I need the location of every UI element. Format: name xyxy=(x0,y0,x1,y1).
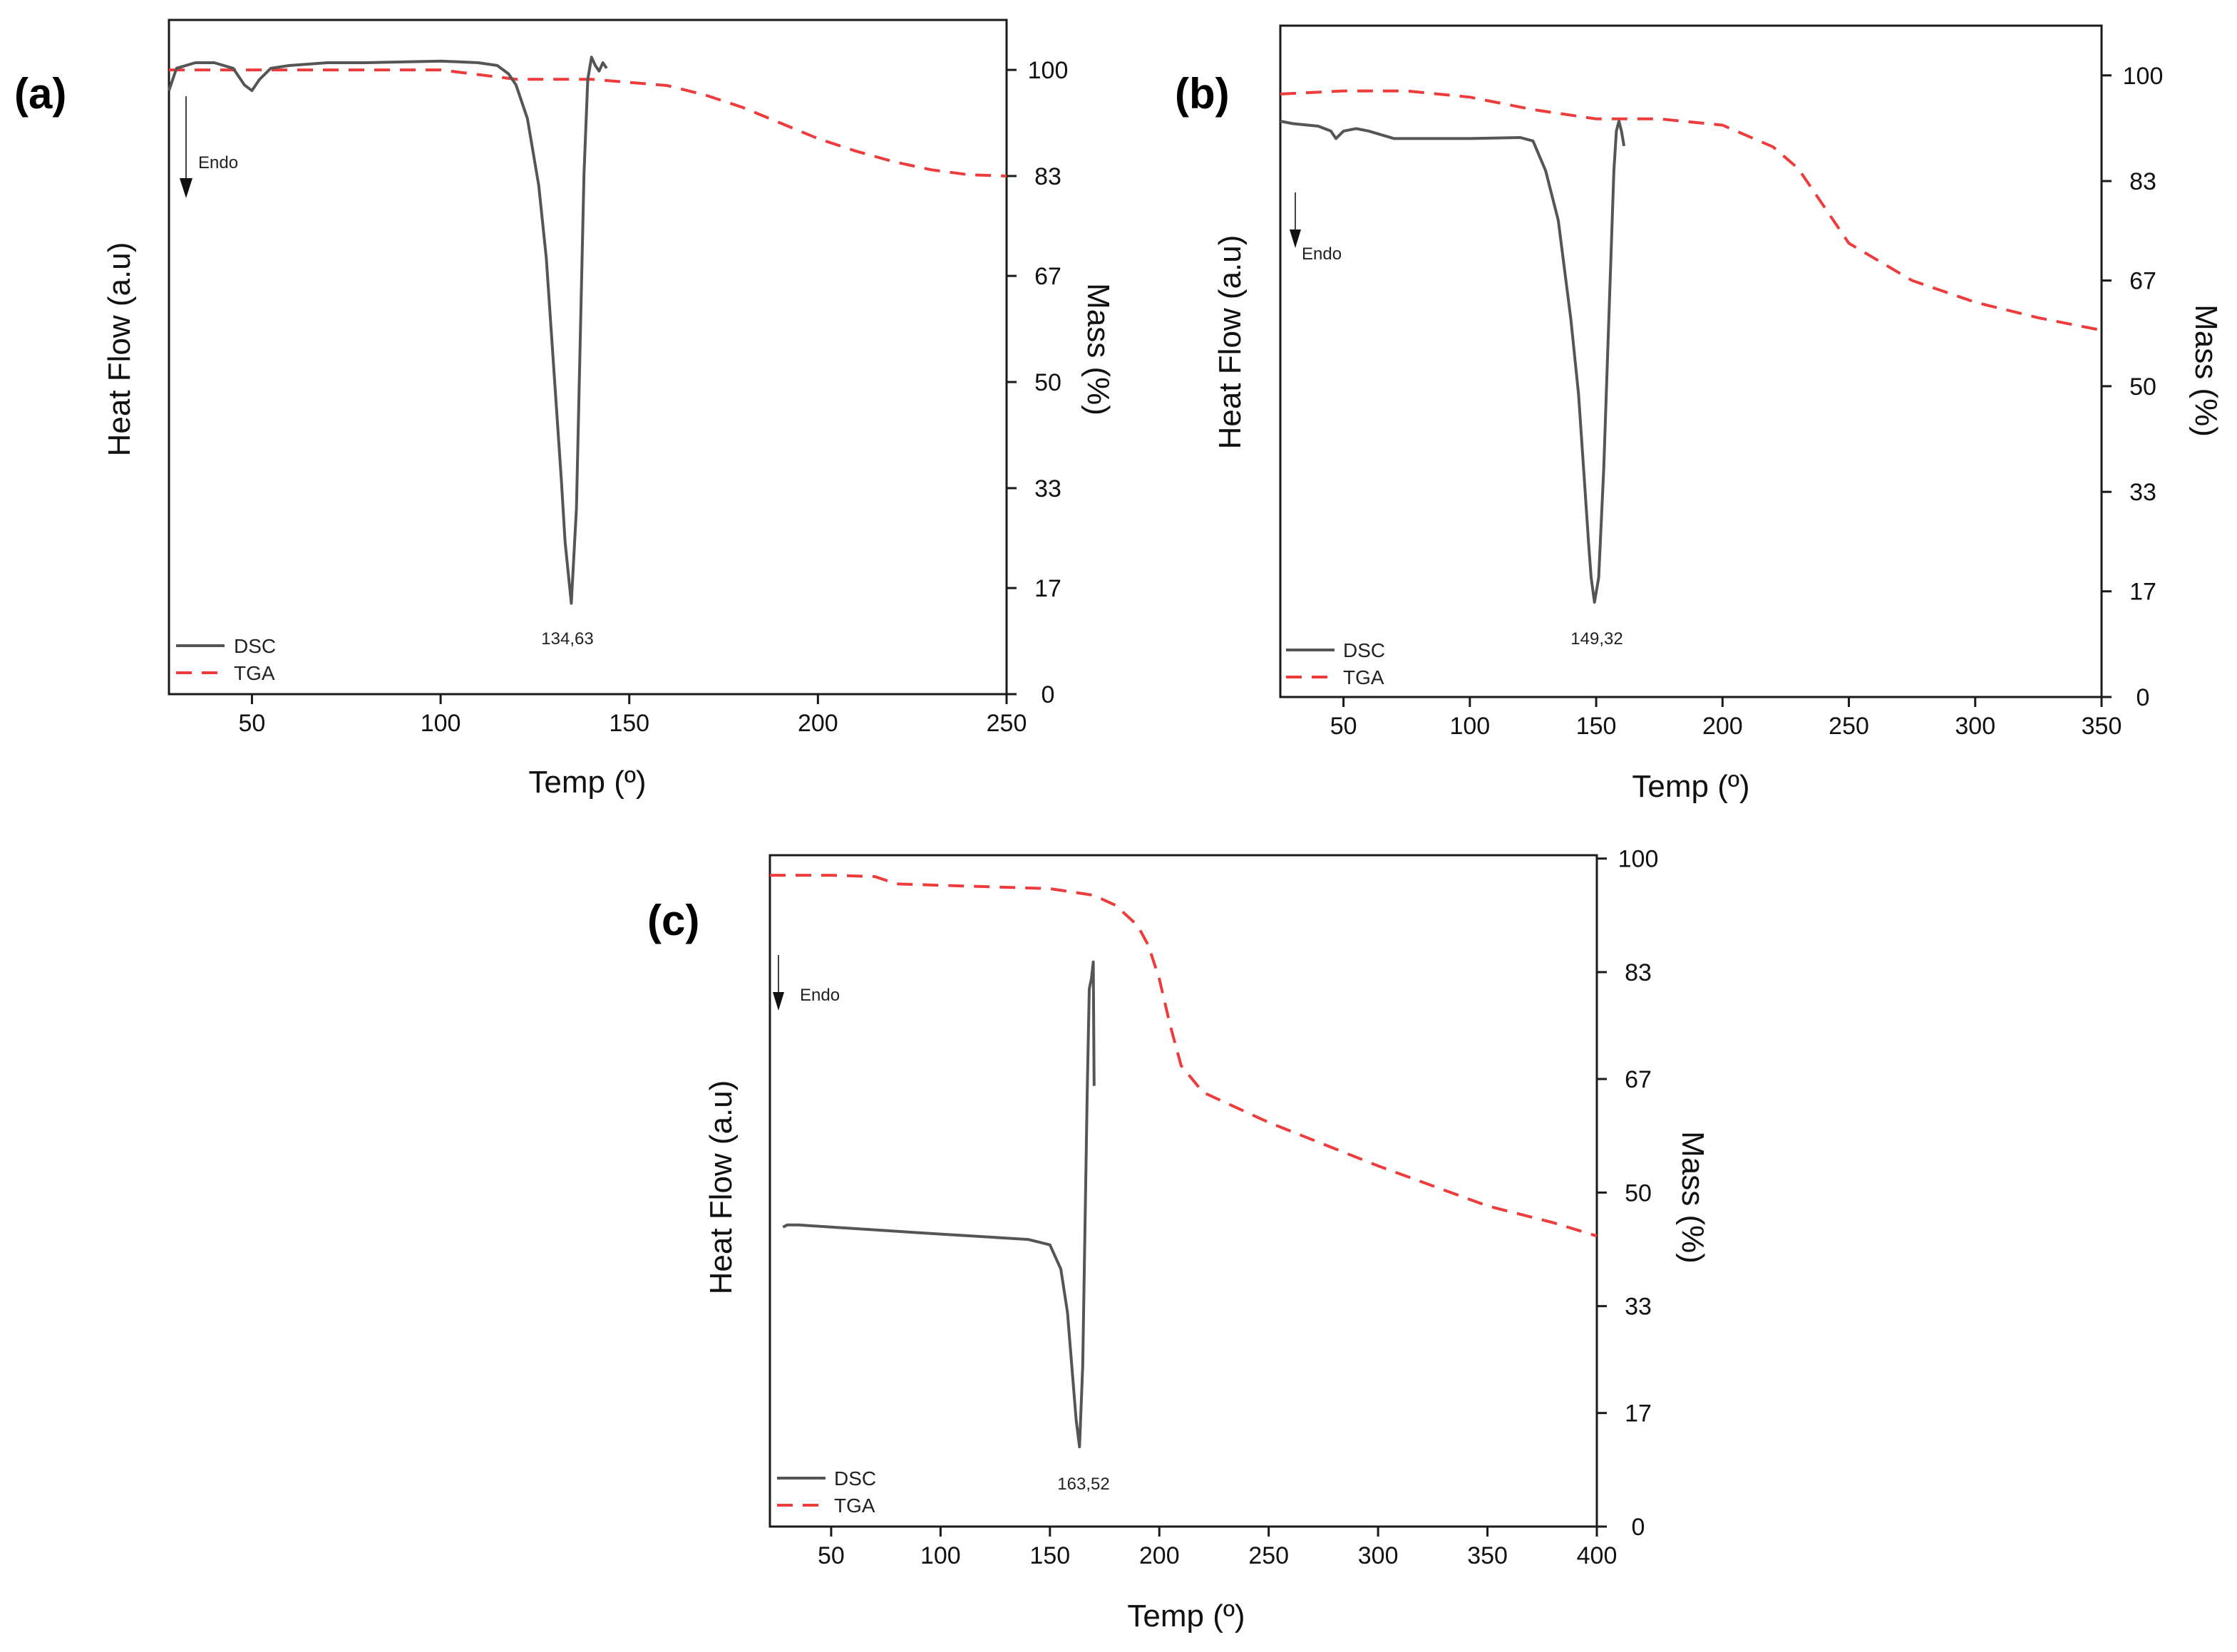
y-tick-label: 67 xyxy=(1625,1066,1652,1093)
tga-line xyxy=(1280,89,2102,332)
x-tick-label: 200 xyxy=(1702,713,1743,740)
x-tick-label: 250 xyxy=(987,710,1027,737)
left-axis-label: Heat Flow (a.u) xyxy=(102,242,137,457)
y-tick-label: 50 xyxy=(2129,373,2156,401)
x-tick-label: 300 xyxy=(1955,713,1995,740)
panel-b: (b) 50 100 150 200 250 300 350 01733506783100 … xyxy=(1175,24,2223,804)
panel-label: (b) xyxy=(1175,70,1230,118)
endo-label: Endo xyxy=(198,153,238,172)
endo-arrowhead-icon xyxy=(773,992,784,1011)
x-tick-label: 100 xyxy=(1449,713,1490,740)
right-axis-label: Mass (%) xyxy=(1081,283,1116,415)
endo-arrowhead-icon xyxy=(180,178,192,198)
legend-dsc-label: DSC xyxy=(234,635,276,657)
y-tick-label: 100 xyxy=(1028,57,1069,84)
left-axis-label: Heat Flow (a.u) xyxy=(1213,235,1248,450)
endo-arrowhead-icon xyxy=(1290,229,1301,248)
panel-label: (c) xyxy=(647,897,699,944)
y-tick-label: 0 xyxy=(1632,1514,1645,1541)
legend-dsc-label: DSC xyxy=(1343,639,1385,661)
x-tick-label: 200 xyxy=(798,710,838,737)
y-tick-label: 33 xyxy=(2129,479,2156,506)
x-axis-label: Temp (º) xyxy=(1127,1599,1245,1633)
y-tick-label: 67 xyxy=(1034,263,1061,290)
plot-frame xyxy=(1279,24,2103,698)
y-tick-label: 17 xyxy=(1625,1400,1652,1428)
tga-line xyxy=(770,874,1598,1238)
x-tick-label: 50 xyxy=(239,710,266,737)
right-axis-ticks: 0 17 33 50 67 83 100 xyxy=(2102,63,2163,711)
x-tick-label: 150 xyxy=(1576,713,1617,740)
plot-frame xyxy=(168,19,1008,696)
y-tick-label: 67 xyxy=(2129,268,2156,295)
left-axis-label: Heat Flow (a.u) xyxy=(704,1080,739,1295)
dsc-line xyxy=(168,56,608,605)
y-tick-label: 33 xyxy=(1625,1294,1652,1321)
y-tick-label: 33 xyxy=(1034,475,1061,502)
y-tick-label: 0 xyxy=(2136,684,2150,711)
x-tick-label: 50 xyxy=(1330,713,1357,740)
dsc-line xyxy=(782,960,1096,1449)
x-tick-label: 250 xyxy=(1248,1542,1289,1569)
panel-label: (a) xyxy=(14,70,66,118)
legend-tga-label: TGA xyxy=(234,662,275,684)
y-tick-label: 83 xyxy=(1625,959,1652,986)
x-axis-ticks: 50 100 150 200 250 300 350 xyxy=(1330,697,2122,740)
panel-c: (c) 50 100 150 200 250 300 350 400 0 17 33 50 67 83 1… xyxy=(647,846,1710,1633)
y-tick-label: 50 xyxy=(1625,1179,1652,1207)
y-tick-label: 100 xyxy=(1618,846,1659,873)
x-tick-label: 200 xyxy=(1139,1542,1180,1569)
plot-frame xyxy=(768,854,1598,1528)
right-axis-label: Mass (%) xyxy=(1675,1131,1710,1264)
x-tick-label: 150 xyxy=(609,710,649,737)
dsc-line xyxy=(1280,120,1626,604)
peak-label: 149,32 xyxy=(1570,629,1623,649)
right-axis-label: Mass (%) xyxy=(2189,304,2223,437)
x-tick-label: 350 xyxy=(2082,713,2122,740)
y-tick-label: 17 xyxy=(2129,579,2156,606)
x-tick-label: 100 xyxy=(920,1542,961,1569)
endo-label: Endo xyxy=(1302,244,1342,264)
x-tick-label: 300 xyxy=(1358,1542,1399,1569)
x-tick-label: 100 xyxy=(421,710,461,737)
x-axis-ticks: 50 100 150 200 250 xyxy=(239,694,1027,737)
x-tick-label: 50 xyxy=(818,1542,845,1569)
right-axis-ticks: 0 17 33 50 67 83 100 xyxy=(1597,846,1658,1541)
legend-tga-label: TGA xyxy=(1343,666,1384,688)
panel-a: (a) 50 100 150 200 250 0 17 33 50 67 83 100 Temp (… xyxy=(14,19,1116,800)
x-tick-label: 150 xyxy=(1029,1542,1070,1569)
peak-label: 163,52 xyxy=(1057,1475,1109,1494)
y-tick-label: 17 xyxy=(1034,575,1061,602)
x-axis-label: Temp (º) xyxy=(1632,769,1749,804)
x-tick-label: 400 xyxy=(1577,1542,1618,1569)
legend-tga-label: TGA xyxy=(834,1494,875,1517)
endo-label: Endo xyxy=(800,986,840,1005)
x-axis-ticks: 50 100 150 200 250 300 350 400 xyxy=(818,1527,1617,1569)
x-axis-label: Temp (º) xyxy=(528,765,646,800)
y-tick-label: 100 xyxy=(2123,63,2164,90)
tga-line xyxy=(169,68,1007,177)
y-tick-label: 83 xyxy=(2129,168,2156,195)
right-axis-ticks: 0 17 33 50 67 83 100 xyxy=(1007,57,1068,708)
legend-dsc-label: DSC xyxy=(834,1467,876,1490)
peak-label: 134,63 xyxy=(541,629,593,649)
x-tick-label: 350 xyxy=(1467,1542,1508,1569)
y-tick-label: 83 xyxy=(1034,163,1061,190)
y-tick-label: 50 xyxy=(1034,369,1061,396)
y-tick-label: 0 xyxy=(1042,681,1055,708)
x-tick-label: 250 xyxy=(1829,713,1869,740)
